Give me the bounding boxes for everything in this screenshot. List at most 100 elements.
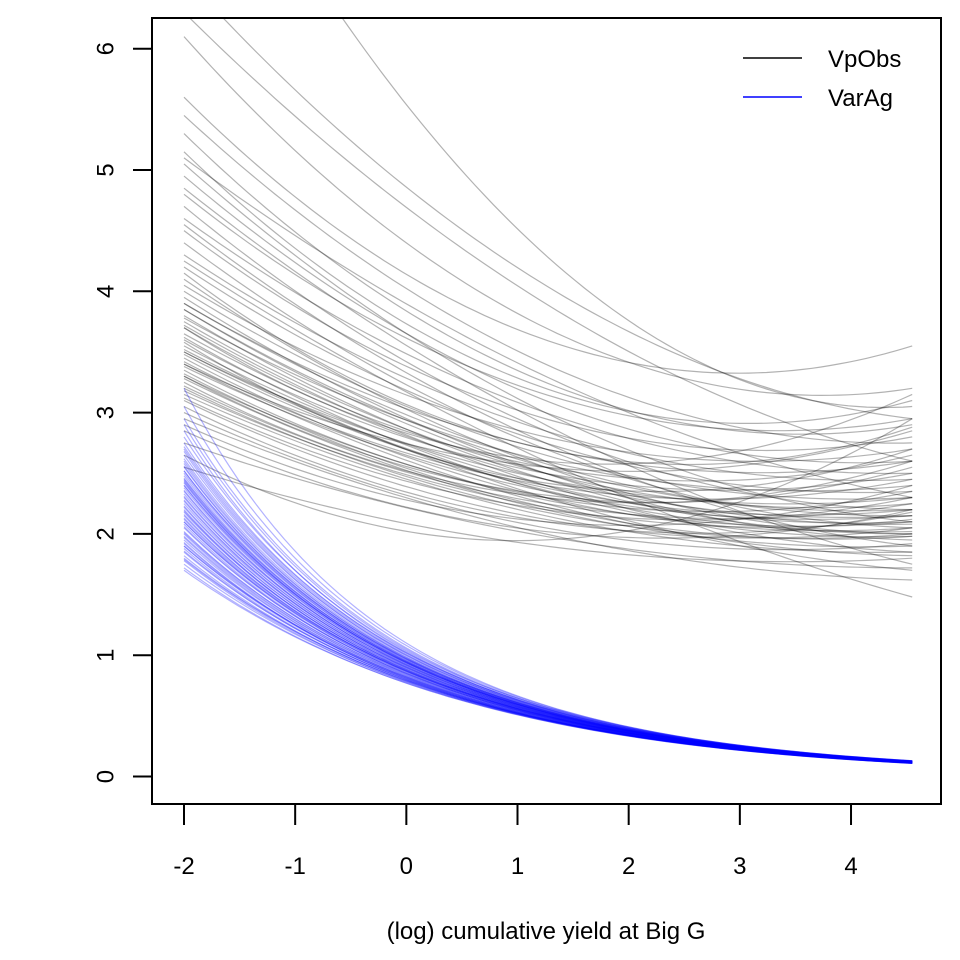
plot-frame [151, 17, 942, 805]
varag-curve [183, 537, 913, 764]
vpobs-curve [183, 224, 913, 547]
vpobs-curve [183, 317, 913, 492]
varag-curve [183, 470, 913, 763]
vpobs-curve [183, 393, 913, 553]
vpobs-curve [183, 424, 913, 526]
vpobs-curve [183, 387, 913, 539]
varag-curve [183, 541, 913, 764]
varag-curve [183, 518, 913, 763]
vpobs-curve [183, 418, 913, 581]
varag-curve [183, 551, 913, 764]
varag-curve [183, 511, 913, 763]
vpobs-curve [183, 369, 913, 513]
x-tick-label: 2 [622, 853, 635, 880]
vpobs-curve [183, 36, 913, 397]
vpobs-curve [183, 114, 913, 444]
varag-curve [183, 532, 913, 764]
varag-curve [183, 485, 913, 763]
varag-curve [183, 506, 913, 763]
y-tick-label: 2 [93, 527, 120, 540]
vpobs-curve [183, 357, 913, 532]
vpobs-curve [183, 341, 913, 493]
varag-curve [183, 482, 913, 763]
vpobs-curve [183, 254, 913, 481]
varag-curve [183, 543, 913, 764]
vpobs-curve [183, 351, 913, 533]
vpobs-curve [183, 390, 913, 528]
vpobs-curve [183, 302, 913, 517]
y-tick-label: 5 [93, 163, 120, 176]
legend: VpObs VarAg [743, 46, 901, 112]
varag-curve [183, 485, 913, 763]
vpobs-curve [183, 412, 913, 551]
vpobs-curve [183, 418, 913, 542]
varag-curve [183, 515, 913, 763]
varag-curve [183, 514, 913, 763]
varag-curve [183, 495, 913, 763]
varag-curve [183, 526, 913, 764]
vpobs-curve [183, 308, 913, 525]
varag-curve [183, 477, 913, 763]
vpobs-curve [342, 19, 913, 409]
vpobs-curve [183, 365, 913, 520]
vpobs-curve [183, 339, 913, 491]
varag-curve [183, 454, 913, 762]
vpobs-curve [223, 19, 913, 420]
vpobs-curve [183, 378, 913, 548]
varag-curve [183, 430, 913, 762]
varag-curve [183, 509, 913, 763]
varag-curve [183, 436, 913, 762]
varag-curve [183, 545, 913, 764]
vpobs-curve [183, 308, 913, 512]
vpobs-curve [183, 284, 913, 462]
vpobs-curve [183, 373, 913, 540]
varag-curve [183, 505, 913, 763]
vpobs-curve [183, 321, 913, 509]
varag-curve [183, 550, 913, 764]
varag-curve [183, 539, 913, 764]
varag-curve [183, 523, 913, 764]
vpobs-curve [183, 466, 913, 563]
vpobs-curve [183, 442, 913, 569]
varag-curve [183, 497, 913, 763]
vpobs-curve [183, 230, 913, 452]
y-axis: 0 1 2 3 4 5 6 [93, 42, 152, 783]
vpobs-curve [183, 193, 913, 432]
varag-curve [183, 500, 913, 763]
vpobs-curve [183, 385, 913, 520]
varag-curve [183, 510, 913, 763]
legend-label-vpobs: VpObs [828, 46, 901, 73]
varag-curve [183, 563, 913, 764]
x-tick-label: 3 [733, 853, 746, 880]
y-tick-label: 3 [93, 406, 120, 419]
vpobs-curve [183, 399, 913, 539]
varag-curve [183, 448, 913, 762]
varag-curve [183, 569, 913, 764]
varag-curve [183, 560, 913, 764]
varag-curve [183, 548, 913, 764]
vpobs-curve [183, 278, 913, 535]
vpobs-curve [183, 324, 913, 553]
vpobs-curve [183, 361, 913, 500]
varag-curve [183, 458, 913, 762]
x-axis: -2 -1 0 1 2 3 4 [173, 805, 858, 880]
y-tick-label: 4 [93, 285, 120, 298]
vpobs-curve [183, 260, 913, 598]
vpobs-curve [183, 272, 913, 466]
varag-curve [183, 451, 913, 762]
varag-curve [183, 463, 913, 762]
varag-curve [183, 503, 913, 763]
varag-curve [183, 533, 913, 764]
varag-curve [183, 446, 913, 762]
varag-curve [183, 470, 913, 763]
varag-curve [183, 481, 913, 763]
vpobs-curve [183, 336, 913, 538]
vpobs-curve [183, 302, 913, 474]
varag-curve [183, 521, 913, 763]
vpobs-curve [183, 348, 913, 571]
varag-curve [183, 491, 913, 763]
varag-curves [183, 388, 913, 764]
varag-curve [183, 418, 913, 762]
varag-curve [183, 489, 913, 763]
vpobs-curve [183, 175, 913, 464]
